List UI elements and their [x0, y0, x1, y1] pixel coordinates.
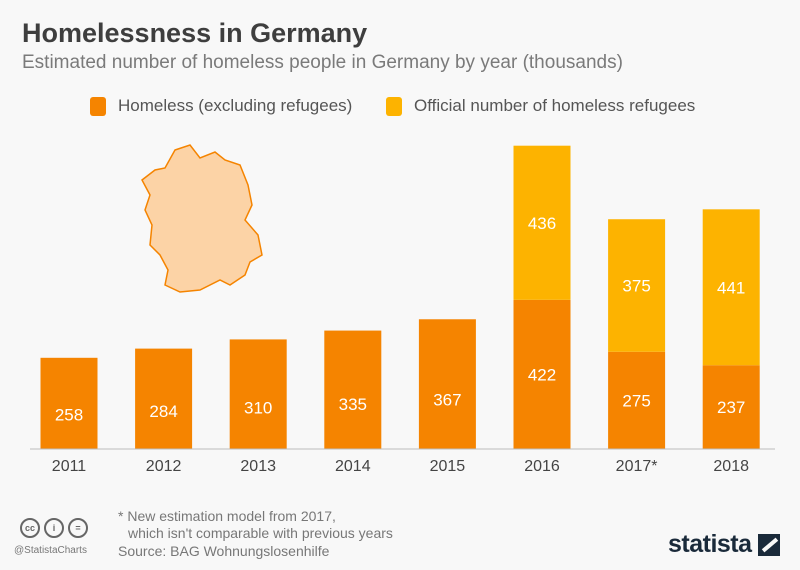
- footnote: * New estimation model from 2017, which i…: [118, 508, 393, 542]
- legend-label: Official number of homeless refugees: [414, 96, 696, 115]
- legend-item-homeless: Homeless (excluding refugees): [90, 96, 352, 116]
- bar-segment: [608, 219, 666, 352]
- brand-text: statista: [668, 530, 752, 558]
- data-label: 436: [528, 214, 556, 233]
- data-label: 258: [55, 405, 83, 424]
- source: Source: BAG Wohnungslosenhilfe: [118, 543, 330, 559]
- chart-subtitle: Estimated number of homeless people in G…: [22, 52, 623, 73]
- bar-segment: [40, 357, 98, 449]
- data-label: 284: [149, 402, 177, 421]
- statista-logo[interactable]: statista: [668, 530, 780, 559]
- bar-segment: [702, 209, 760, 366]
- legend-swatch: [386, 96, 402, 116]
- data-label: 310: [244, 398, 272, 417]
- bar-segment: [229, 339, 287, 449]
- bar-segment: [702, 365, 760, 449]
- data-label: 367: [433, 391, 461, 410]
- x-tick-label: 2018: [713, 458, 749, 475]
- x-tick-label: 2011: [52, 458, 87, 475]
- data-label: 335: [339, 395, 367, 414]
- cc-license-icons: cc i =: [20, 518, 88, 538]
- by-icon: i: [44, 518, 64, 538]
- cc-icon: cc: [20, 518, 40, 538]
- legend-label: Homeless (excluding refugees): [118, 96, 353, 115]
- footnote-line: * New estimation model from 2017,: [118, 508, 336, 524]
- nd-icon: =: [68, 518, 88, 538]
- statista-logo-icon: [757, 533, 780, 556]
- x-tick-label: 2015: [430, 458, 466, 475]
- data-label: 375: [622, 277, 650, 296]
- bar-segment: [324, 330, 382, 449]
- bar-segment: [513, 145, 571, 300]
- x-tick-label: 2014: [335, 458, 371, 475]
- bar-segment: [513, 299, 571, 449]
- bar-segment: [418, 319, 476, 449]
- legend-swatch: [90, 96, 106, 116]
- x-tick-label: 2017*: [616, 458, 658, 475]
- footnote-line: which isn't comparable with previous yea…: [128, 525, 393, 541]
- data-label: 237: [717, 398, 745, 417]
- chart-title: Homelessness in Germany: [22, 18, 368, 48]
- x-tick-label: 2016: [524, 458, 560, 475]
- twitter-handle: @StatistaCharts: [14, 545, 87, 556]
- x-tick-label: 2012: [146, 458, 182, 475]
- data-label: 275: [622, 391, 650, 410]
- germany-map-icon: [141, 144, 263, 293]
- bar-segment: [608, 351, 666, 449]
- data-label: 422: [528, 365, 556, 384]
- legend-item-refugees: Official number of homeless refugees: [386, 96, 695, 116]
- x-tick-label: 2013: [240, 458, 276, 475]
- data-label: 441: [717, 278, 745, 297]
- bar-segment: [135, 348, 193, 449]
